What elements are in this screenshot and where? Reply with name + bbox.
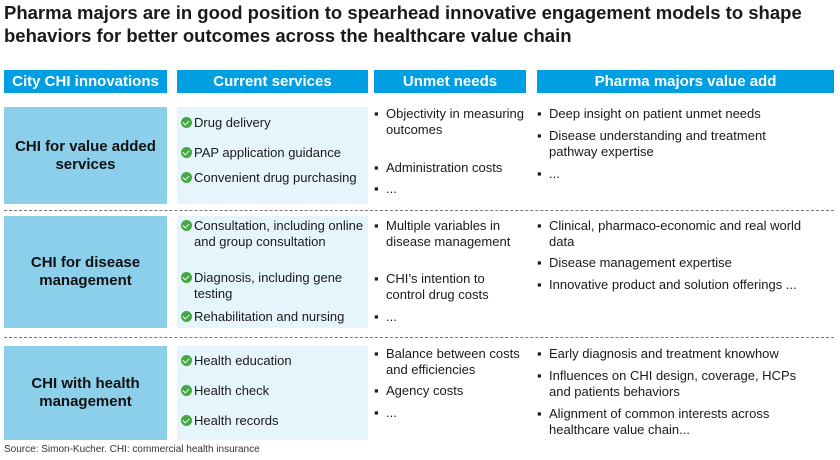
check-circle-icon: [181, 415, 192, 426]
header-city-chi-innovations: City CHI innovations: [4, 70, 167, 93]
need-item: ▪ Agency costs: [374, 383, 464, 398]
need-item: ▪...: [374, 309, 397, 324]
check-circle-icon: [181, 172, 192, 183]
bullet-icon: ▪: [537, 368, 542, 383]
header-value-add: Pharma majors value add: [537, 70, 834, 93]
check-circle-icon: [181, 311, 192, 322]
bullet-icon: ▪: [537, 106, 542, 121]
need-item: ▪...: [374, 181, 397, 196]
bullet-icon: ▪: [537, 277, 542, 292]
value-add-item: ▪ Disease management expertise: [537, 255, 732, 270]
check-circle-icon: [181, 272, 192, 283]
bullet-icon: ▪: [374, 383, 379, 398]
check-circle-icon: [181, 220, 192, 231]
services-panel: [177, 107, 368, 204]
services-panel: [177, 346, 368, 440]
bullet-icon: ▪: [374, 181, 379, 196]
bullet-icon: ▪: [374, 106, 379, 121]
value-add-item: ▪ Clinical, pharmaco-economic and real wo…: [537, 218, 802, 249]
row-label-health-management: CHI with health management: [4, 346, 167, 440]
bullet-icon: ▪: [374, 160, 379, 175]
bullet-icon: ▪: [537, 166, 542, 181]
service-item: PAP application guidance: [181, 145, 366, 161]
service-item: Consultation, including online and group…: [181, 218, 366, 250]
bullet-icon: ▪: [537, 406, 542, 421]
page-title: Pharma majors are in good position to sp…: [4, 2, 802, 46]
check-circle-icon: [181, 355, 192, 366]
service-item: Health check: [181, 383, 366, 399]
service-item: Drug delivery: [181, 115, 366, 131]
bullet-icon: ▪: [374, 346, 379, 361]
row-divider: [4, 337, 834, 338]
bullet-icon: ▪: [374, 271, 379, 286]
row-label-disease-management: CHI for disease management: [4, 216, 167, 328]
need-item: ▪ Objectivity in measuring outcomes: [374, 106, 524, 137]
bullet-icon: ▪: [374, 405, 379, 420]
need-item: ▪ Balance between costs and efficiencies: [374, 346, 520, 377]
need-item: ▪ Multiple variables in disease managemen…: [374, 218, 511, 249]
check-circle-icon: [181, 385, 192, 396]
services-panel: [177, 216, 368, 328]
service-item: Diagnosis, including gene testing: [181, 270, 366, 302]
value-add-item: ▪...: [537, 166, 560, 181]
need-item: ▪...: [374, 405, 397, 420]
source-footnote: Source: Simon-Kucher. CHI: commercial he…: [4, 444, 260, 455]
service-item: Health records: [181, 413, 366, 429]
value-add-item: ▪ Disease understanding and treatment pat…: [537, 128, 766, 159]
bullet-icon: ▪: [374, 218, 379, 233]
check-circle-icon: [181, 147, 192, 158]
value-add-item: ▪ Innovative product and solution offerin…: [537, 277, 797, 292]
row-divider: [4, 210, 834, 211]
need-item: ▪ CHI’s intention to control drug costs: [374, 271, 489, 302]
bullet-icon: ▪: [537, 218, 542, 233]
check-circle-icon: [181, 117, 192, 128]
value-add-item: ▪ Early diagnosis and treatment knowhow: [537, 346, 779, 361]
value-add-item: ▪ Alignment of common interests across he…: [537, 406, 770, 437]
value-add-item: ▪ Influences on CHI design, coverage, HCP…: [537, 368, 797, 399]
bullet-icon: ▪: [537, 346, 542, 361]
row-label-value-added-services: CHI for value added services: [4, 107, 167, 204]
service-item: Rehabilitation and nursing: [181, 309, 366, 325]
bullet-icon: ▪: [374, 309, 379, 324]
value-add-item: ▪ Deep insight on patient unmet needs: [537, 106, 761, 121]
service-item: Convenient drug purchasing: [181, 170, 366, 186]
header-current-services: Current services: [177, 70, 368, 93]
bullet-icon: ▪: [537, 128, 542, 143]
bullet-icon: ▪: [537, 255, 542, 270]
service-item: Health education: [181, 353, 366, 369]
header-unmet-needs: Unmet needs: [374, 70, 526, 93]
need-item: ▪ Administration costs: [374, 160, 503, 175]
